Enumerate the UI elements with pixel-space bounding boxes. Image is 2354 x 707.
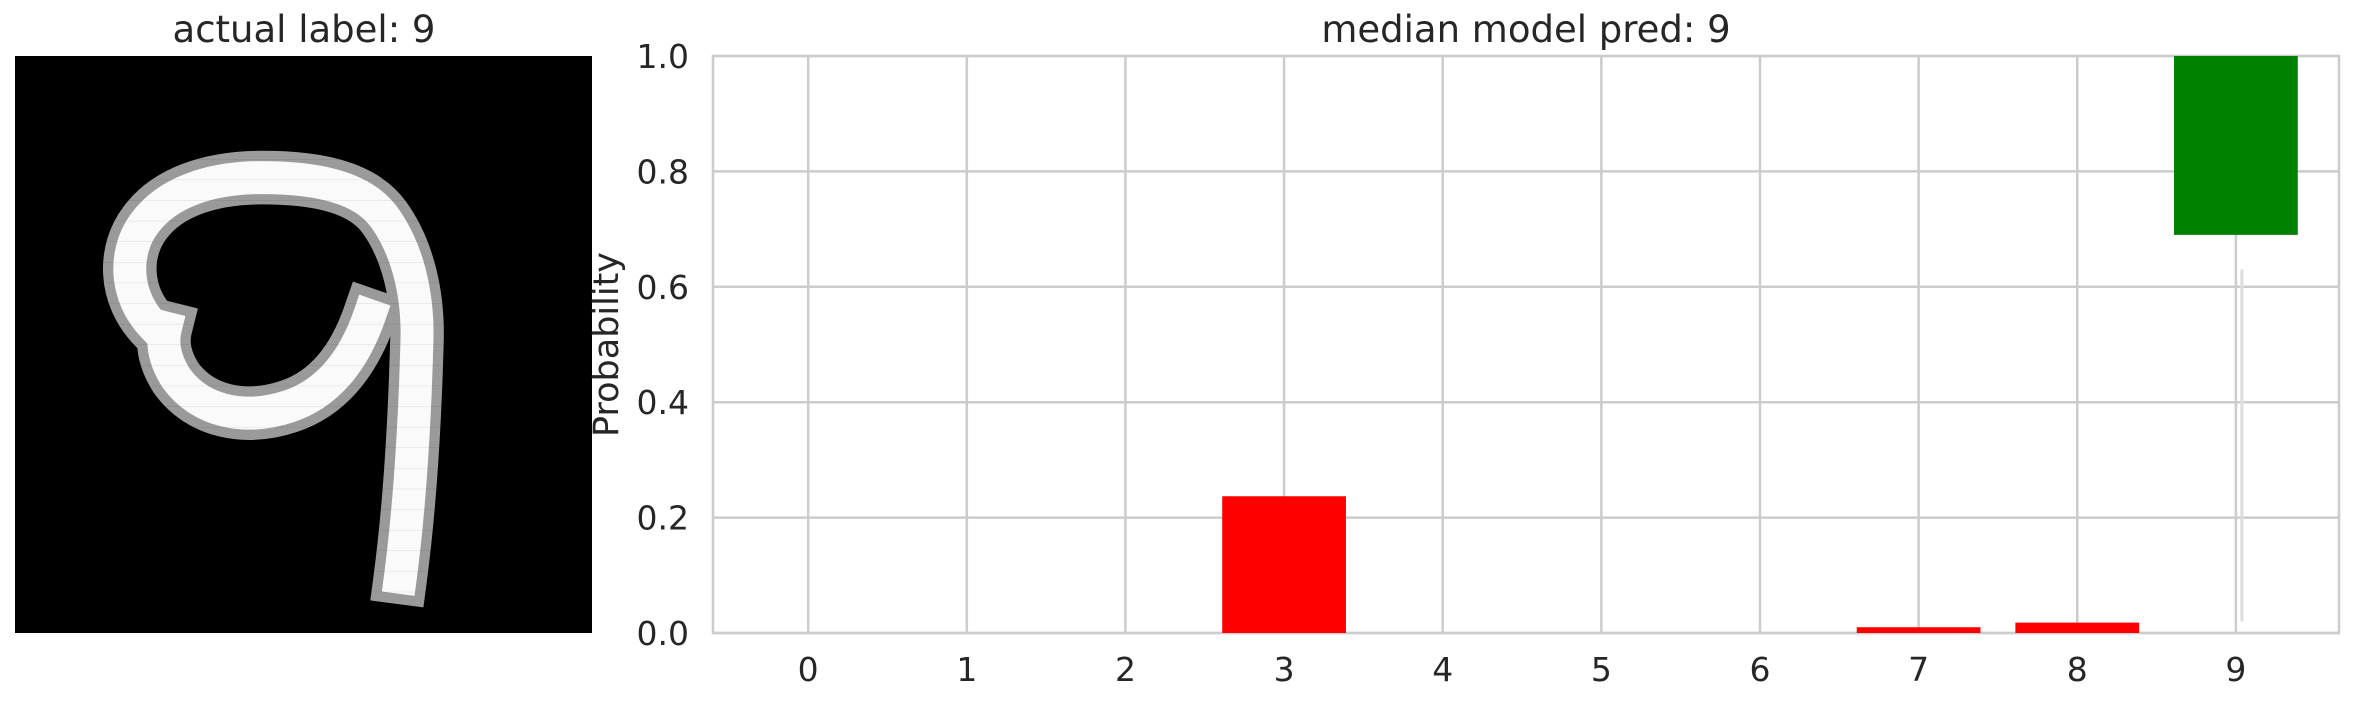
x-tick-label: 2 [1115, 650, 1136, 689]
plot-area [711, 54, 2341, 635]
bar-highlight-9 [2174, 56, 2298, 235]
y-tick-label: 0.2 [637, 499, 689, 538]
x-tick-label: 1 [956, 650, 977, 689]
bar-3 [1222, 496, 1346, 633]
x-tick-label: 5 [1591, 650, 1612, 689]
y-tick-label: 0.8 [637, 152, 689, 191]
x-tick-label: 3 [1274, 650, 1295, 689]
x-tick-label: 0 [798, 650, 819, 689]
y-tick-label: 0.0 [637, 614, 689, 653]
digit-stroke [113, 161, 434, 596]
digit-stroke [147, 294, 391, 430]
bar-8 [2015, 622, 2140, 633]
bar-7 [1856, 627, 1981, 633]
y-axis-label: Probability [587, 252, 627, 437]
image-background [15, 56, 592, 633]
x-tick-label: 6 [1749, 650, 1770, 689]
y-tick-label: 0.4 [637, 383, 689, 422]
x-tick-label: 7 [1908, 650, 1929, 689]
chart-title: median model pred: 9 [1321, 8, 1730, 51]
image-title: actual label: 9 [172, 8, 436, 51]
y-tick-label: 0.6 [637, 268, 689, 307]
y-tick-label: 1.0 [637, 37, 689, 76]
x-tick-label: 9 [2225, 650, 2246, 689]
x-tick-label: 8 [2067, 650, 2088, 689]
x-tick-label: 4 [1432, 650, 1453, 689]
digit-image [15, 56, 592, 633]
